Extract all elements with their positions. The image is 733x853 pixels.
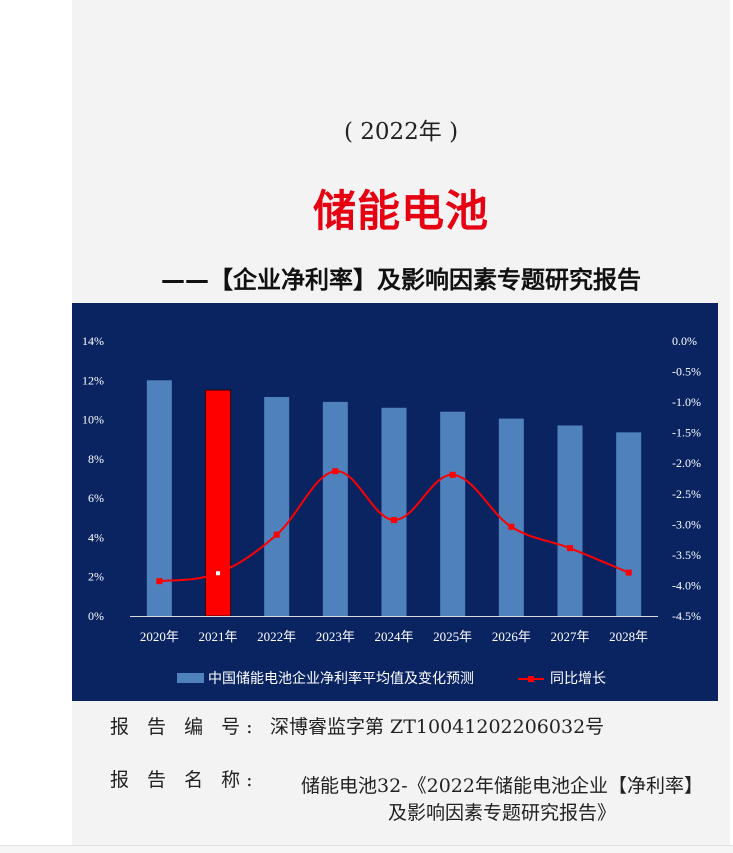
y-right-tick-label: -4.0% [672, 578, 701, 592]
growth-point [215, 570, 221, 577]
chart-panel: 0% 2% 4% 6% 8% 10% 12% 14% -4.5% -4.0% -3.5% -3.0% -… [72, 303, 718, 701]
y-left-tick-label: 12% [82, 373, 104, 387]
year-line: ( 2022年 ) [343, 119, 459, 145]
bar [146, 380, 172, 616]
y-right-tick-label: -0.5% [672, 365, 701, 379]
bar [264, 396, 290, 616]
report-number-value: 深博睿监字第 ZT10041202206032号 [270, 716, 605, 738]
x-tick-label: 2021年 [198, 629, 237, 644]
x-tick-label: 2020年 [140, 629, 179, 644]
bottom-strip [0, 845, 733, 853]
legend-line-label: 同比增长 [550, 671, 606, 687]
y-right-tick-label: -2.5% [672, 487, 701, 501]
y-right-tick-label: 0.0% [672, 334, 697, 348]
bar [557, 425, 583, 616]
x-tick-label: 2025年 [433, 629, 472, 644]
growth-point [567, 545, 573, 552]
y-left-tick-label: 4% [88, 530, 104, 544]
growth-point [625, 569, 632, 576]
growth-point [449, 471, 456, 478]
y-right-tick-label: -3.0% [672, 517, 701, 531]
x-tick-label: 2028年 [609, 629, 648, 644]
report-name-label: 报 告 名 称: [110, 769, 259, 791]
growth-point [391, 517, 397, 524]
report-number-row: 报 告 编 号: 深博睿监字第 ZT10041202206032号 [110, 712, 604, 739]
report-subtitle: ——【企业净利率】及影响因素专题研究报告 [161, 266, 641, 294]
y-left-tick-label: 14% [82, 334, 104, 348]
report-name-line-2: 及影响因素专题研究报告》 [387, 802, 616, 824]
y-left-tick-label: 0% [88, 609, 104, 623]
x-tick-label: 2027年 [550, 629, 589, 644]
bar [440, 411, 466, 616]
x-tick-label: 2024年 [374, 629, 413, 644]
y-right-tick-label: -2.0% [672, 456, 701, 470]
bar [381, 407, 407, 616]
bar [322, 401, 348, 616]
report-name-line-1: 储能电池32-《2022年储能电池企业【净利率】 [301, 775, 703, 797]
growth-point [332, 468, 339, 475]
legend-line-marker [528, 676, 534, 682]
report-title: 储能电池 [313, 187, 489, 237]
bar [498, 418, 524, 616]
report-name-row: 报 告 名 称: 储能电池32-《2022年储能电池企业【净利率】 及影响因素专… [110, 765, 703, 824]
y-left-tick-label: 10% [82, 413, 104, 427]
report-name-value: 储能电池32-《2022年储能电池企业【净利率】 及影响因素专题研究报告》 [282, 773, 722, 827]
x-tick-label: 2023年 [316, 629, 355, 644]
y-right-tick-label: -1.0% [672, 395, 701, 409]
growth-point [273, 531, 280, 538]
bar [616, 432, 642, 616]
y-left-tick-label: 6% [88, 491, 104, 505]
bar [205, 389, 231, 617]
y-right-tick-label: -1.5% [672, 426, 701, 440]
x-tick-label: 2026年 [492, 629, 531, 644]
y-right-tick-label: -4.5% [672, 609, 701, 623]
report-number-label: 报 告 编 号: [110, 716, 259, 738]
y-left-tick-label: 2% [88, 570, 104, 584]
growth-point [156, 578, 163, 585]
x-tick-label: 2022年 [257, 629, 296, 644]
report-cover: ( 2022年 ) 储能电池 ——【企业净利率】及影响因素专题研究报告 0% 2%… [72, 0, 730, 845]
legend-bar-swatch [177, 673, 204, 683]
legend-bar-label: 中国储能电池企业净利率平均值及变化预测 [208, 670, 474, 687]
growth-point [508, 523, 515, 530]
y-right-tick-label: -3.5% [672, 548, 701, 562]
net-margin-chart: 0% 2% 4% 6% 8% 10% 12% 14% -4.5% -4.0% -3.5% -3.0% -… [82, 334, 701, 687]
y-left-tick-label: 8% [88, 452, 104, 466]
